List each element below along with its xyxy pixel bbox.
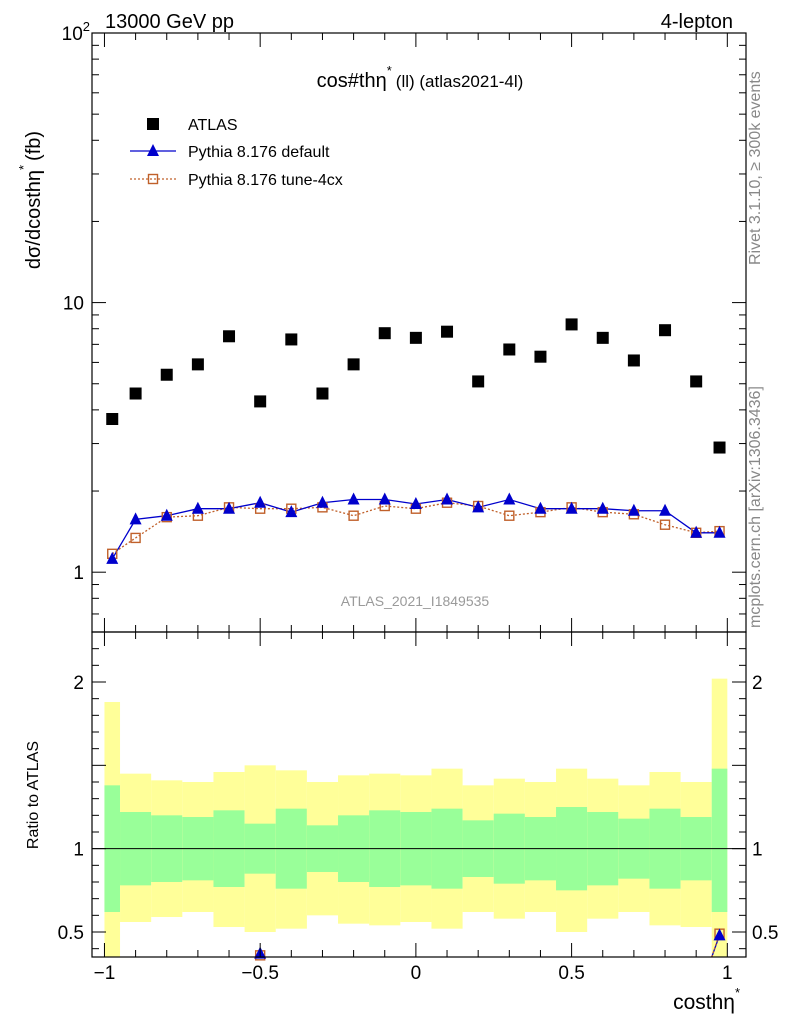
atlas-point xyxy=(441,325,454,338)
chart-title-sup: * xyxy=(387,63,392,78)
atlas-point xyxy=(690,375,703,388)
atlas-point xyxy=(129,387,142,400)
tune-point xyxy=(504,510,515,521)
default-point xyxy=(534,501,547,514)
default-point xyxy=(713,525,726,538)
default-point xyxy=(223,501,236,514)
ratio-bands xyxy=(104,678,728,957)
main-y-label-sup: * xyxy=(16,165,31,170)
default-point xyxy=(503,492,516,505)
legend-marker xyxy=(147,118,159,130)
atlas-point xyxy=(472,375,485,388)
ratio-y-tick-label-right: 2 xyxy=(752,673,763,694)
default-point xyxy=(659,503,672,516)
ratio-y-tick-label: 2 xyxy=(73,673,84,694)
default-point xyxy=(254,495,267,508)
ratio-frame xyxy=(91,631,747,958)
default-point xyxy=(160,508,173,521)
atlas-point xyxy=(534,350,547,363)
default-point xyxy=(106,551,119,564)
atlas-point xyxy=(503,343,516,356)
legend-label: Pythia 8.176 tune-4cx xyxy=(188,172,343,189)
y-tick-label: 10 xyxy=(63,294,84,315)
ratio-y-tick-label-right: 1 xyxy=(752,840,763,861)
legend-marker xyxy=(147,173,159,185)
default-point xyxy=(441,492,454,505)
default-point xyxy=(690,525,703,538)
atlas-point xyxy=(254,395,267,408)
tune-point xyxy=(659,519,671,530)
default-point xyxy=(627,503,640,516)
x-axis-label: costhη* xyxy=(673,985,740,1014)
main-panel: cos#thη*(ll) (atlas2021-4l) dσ/dcosthη*(… xyxy=(16,19,747,633)
ratio-default-point xyxy=(713,928,726,941)
atlas-point xyxy=(191,358,204,371)
y-tick-label-exponent: 2 xyxy=(83,19,90,34)
x-axis-label-sup: * xyxy=(735,985,740,1000)
ratio-y-tick-label-right: 0.5 xyxy=(752,923,778,944)
legend: ATLAS Pythia 8.176 default Pythia 8.176 tu… xyxy=(130,117,343,189)
default-point xyxy=(347,492,360,505)
atlas-point xyxy=(106,413,119,426)
x-tick-label: −1 xyxy=(94,963,116,984)
main-y-axis-label: dσ/dcosthη* (fb) xyxy=(16,131,45,269)
legend-label: ATLAS xyxy=(188,117,238,134)
y-tick-label: 102 xyxy=(62,19,90,45)
atlas-point xyxy=(347,358,360,371)
x-tick-label: 0.5 xyxy=(558,963,584,984)
x-tick-label: −0.5 xyxy=(241,963,279,984)
atlas-point xyxy=(160,368,173,381)
tune-series-line xyxy=(111,502,720,555)
atlas-point xyxy=(223,330,236,343)
atlas-point xyxy=(713,441,726,454)
ratio-y-tick-label: 0.5 xyxy=(58,923,84,944)
atlas-point xyxy=(659,324,672,337)
atlas-point xyxy=(409,331,422,344)
watermark-label: ATLAS_2021_I1849535 xyxy=(341,593,490,609)
mcplots-label: mcplots.cern.ch [arXiv:1306.3436] xyxy=(747,386,764,628)
atlas-point xyxy=(316,387,329,400)
x-tick-label: 1 xyxy=(722,963,733,984)
atlas-point xyxy=(378,327,391,340)
legend-marker xyxy=(147,144,159,156)
header-left-label: 13000 GeV pp xyxy=(105,11,234,33)
default-point xyxy=(316,495,329,508)
rivet-label: Rivet 3.1.10, ≥ 300k events xyxy=(747,71,764,265)
default-point xyxy=(596,501,609,514)
main-y-label-tail: (fb) xyxy=(23,131,45,161)
header-right-label: 4-lepton xyxy=(661,11,733,33)
atlas-point xyxy=(627,354,640,367)
chart-title: cos#thη* (ll) (atlas2021-4l) xyxy=(317,63,524,92)
x-tick-label: 0 xyxy=(411,963,422,984)
default-point xyxy=(472,500,485,513)
atlas-point xyxy=(596,331,609,344)
y-tick-label: 1 xyxy=(73,563,84,584)
ratio-y-axis-label: Ratio to ATLAS xyxy=(25,741,42,849)
default-point xyxy=(409,497,422,510)
chart-title-tail: (ll) (atlas2021-4l) xyxy=(396,72,524,91)
tune-point xyxy=(348,510,359,521)
ratio-y-tick-label: 1 xyxy=(73,840,84,861)
ratio-panel: Ratio to ATLAS costhη* −1 −0.5 0 0.5 1 0.5 0.5… xyxy=(25,618,778,1014)
x-axis-label-main: costhη xyxy=(673,991,735,1014)
default-point xyxy=(565,501,578,514)
chart-title-main: cos#thη xyxy=(317,70,387,92)
default-point xyxy=(285,505,298,518)
tune-point xyxy=(130,532,141,544)
legend-label: Pythia 8.176 default xyxy=(188,144,330,161)
main-y-label-main: dσ/dcosthη xyxy=(23,170,45,269)
inner-band-bin xyxy=(711,768,728,912)
default-point xyxy=(129,512,142,525)
atlas-point xyxy=(565,318,578,331)
atlas-point xyxy=(285,333,298,346)
default-point xyxy=(191,501,204,514)
default-point xyxy=(378,492,391,505)
